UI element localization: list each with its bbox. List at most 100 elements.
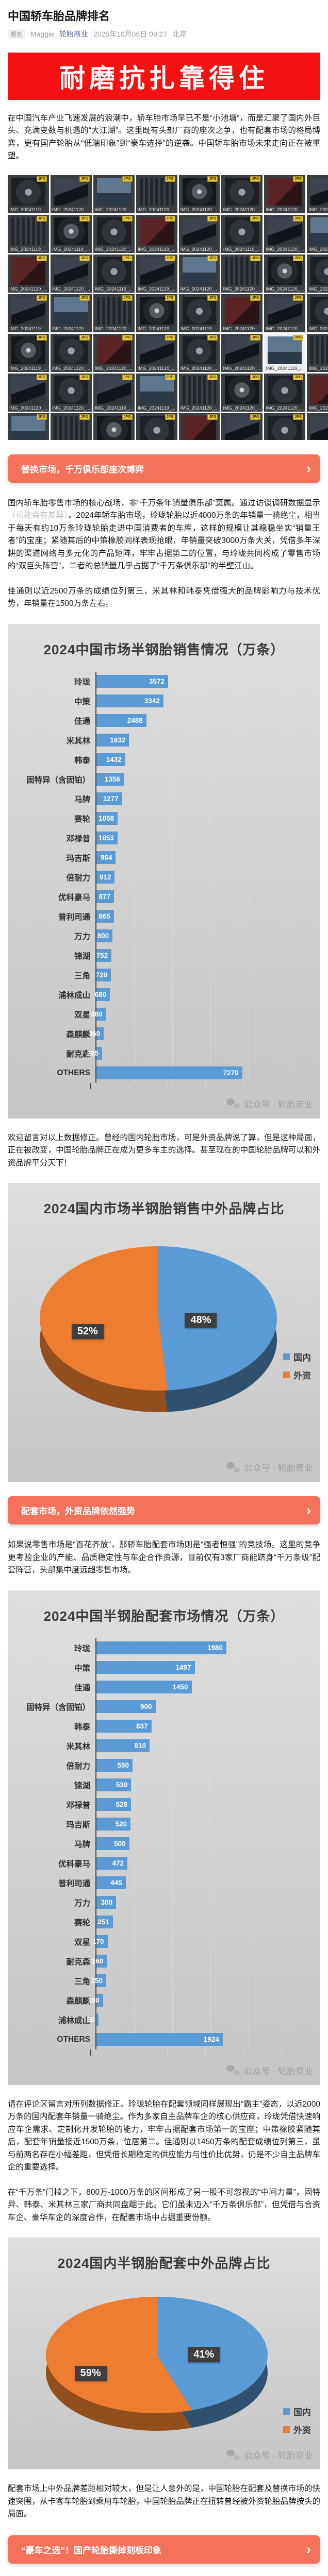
x-axis <box>90 1082 313 1089</box>
bar-category-label: 倍耐力 <box>66 1761 90 1771</box>
file-name: IMG_20241120_... <box>137 326 176 331</box>
bar-chart-retail-bars: 玲珑 3572 中策 3342 佳通 2488 米其林 1632 韩泰 1432 固特异（含固铂） 1… <box>15 671 313 1083</box>
pie-chart-oe-share: 2024国内半钢胎配套中外品牌占比 41% 59% 国内 外资 公众号 · 轮胎商… <box>8 2238 320 2470</box>
bar-value-label: 160 <box>91 1957 104 1965</box>
s2-paragraph-1: 如果说零售市场是“百花齐放”，那轿车胎配套市场则是“强者恒强”的竞技场。这里的竞… <box>8 1540 320 1575</box>
bar: 912 <box>96 871 115 884</box>
bar: 528 <box>96 1798 132 1811</box>
account-link[interactable]: 轮胎商业 <box>59 30 88 38</box>
bar-value-label: 1432 <box>106 756 122 764</box>
bar-category-label: 中策 <box>74 1664 90 1673</box>
thumbnail-image: JPG <box>54 374 90 404</box>
file-name: IMG_20241119_... <box>180 326 219 331</box>
legend-item: 国内 <box>283 1350 311 1363</box>
thumbnail-image: JPG <box>182 176 218 206</box>
file-name: IMG_20241119_... <box>308 365 328 371</box>
bar-category-label: 浦林成山 <box>58 2016 90 2025</box>
file-name: IMG_20241120_... <box>223 207 261 212</box>
bar-row: 耐克森 285 <box>15 1043 313 1063</box>
bar-value-label: 445 <box>110 1879 122 1887</box>
file-name: IMG_20241119_... <box>308 286 328 292</box>
thumbnail-image: JPG <box>225 295 261 325</box>
bar: 837 <box>96 1720 152 1733</box>
bar-value-label: 1924 <box>203 2036 219 2044</box>
thumbnail-image: JPG <box>182 295 218 325</box>
section-header-oe-market[interactable]: 配套市场，外资品牌依然强势 › <box>8 1496 320 1525</box>
jpg-badge: JPG <box>250 255 261 262</box>
thumbnail-image: JPG <box>268 374 304 404</box>
file-name: IMG_20241119_... <box>9 326 47 331</box>
jpg-badge: JPG <box>250 374 261 381</box>
wechat-icon <box>226 1098 240 1109</box>
file-thumb: JPGIMG_20241120_... <box>307 214 328 253</box>
bar: 1053 <box>96 832 118 845</box>
bar-value-label: 1980 <box>207 1644 223 1652</box>
bar-row: 双星 170 <box>15 1931 313 1952</box>
thumbnail-image: JPG <box>96 374 133 404</box>
bar-category-label: 邓禄普 <box>66 834 90 843</box>
bar: 1058 <box>96 812 118 825</box>
bar-category-label: 倍耐力 <box>66 873 90 883</box>
thumbnail-image: JPG <box>225 374 261 404</box>
bar-row: 倍耐力 550 <box>15 1755 313 1775</box>
thumbnail-image: JPG <box>182 334 218 364</box>
jpg-badge: JPG <box>122 176 133 182</box>
bar-row: 韩泰 837 <box>15 1716 313 1736</box>
bar: 472 <box>96 1857 128 1870</box>
pie-stage: 48% 52% 国内 外资 <box>15 1231 313 1452</box>
wechat-icon <box>226 1462 240 1472</box>
bar-value-label: 810 <box>134 1742 146 1750</box>
bar-value-label: 520 <box>115 1820 127 1828</box>
jpg-badge: JPG <box>207 176 218 182</box>
s2-paragraph-3: 在“千万条”门槛之下，800万-1000万条的区间形成了另一股不可忽视的“中间力… <box>8 2188 320 2222</box>
section-header-luxury-choice[interactable]: “豪车之选”！国产轮胎撕掉刻板印象 › <box>8 2535 320 2564</box>
bar-category-label: 米其林 <box>66 736 90 745</box>
thumbnail-image: JPG <box>310 217 328 245</box>
thumbnail-image: JPG <box>11 215 47 245</box>
file-name: IMG_20241120_... <box>137 365 176 371</box>
watermark: 公众号 · 轮胎商业 <box>15 1461 313 1473</box>
bar-value-label: 964 <box>100 854 112 862</box>
file-name: IMG_20241120_... <box>9 405 47 411</box>
bar-category-label: OTHERS <box>57 2035 90 2044</box>
bar: 1277 <box>96 792 122 806</box>
bar: 1980 <box>96 1641 226 1655</box>
bar: 530 <box>96 1778 132 1792</box>
bar: 1924 <box>96 2033 223 2046</box>
file-name: IMG_20241119_... <box>52 246 90 252</box>
file-thumb: JPGIMG_20241119_... <box>307 254 328 293</box>
section-header-replacement-market[interactable]: 替换市场，千万俱乐部座次博弈 › <box>8 454 320 483</box>
bar: 30 <box>87 2013 99 2027</box>
thumbnail-image: JPG <box>11 176 47 206</box>
file-name: IMG_20241120_... <box>52 405 90 411</box>
file-thumb: JPGIMG_20241119_... <box>307 373 328 412</box>
jpg-badge: JPG <box>122 255 133 262</box>
thumbnail-image: JPG <box>54 295 90 325</box>
jpg-badge: JPG <box>36 255 47 262</box>
thumbnail-image: JPG <box>54 176 90 206</box>
thumbnail-image: JPG <box>225 255 261 285</box>
bar-row: 邓禄普 1053 <box>15 828 313 848</box>
file-name: IMG_20241120_... <box>223 286 261 292</box>
file-name: IMG_20241119_... <box>308 207 328 212</box>
bar-category-label: 玛吉斯 <box>66 1820 90 1829</box>
pie-label-domestic: 41% <box>188 2347 220 2363</box>
bar-row: 玛吉斯 520 <box>15 1814 313 1834</box>
bar-row: 优科豪马 877 <box>15 887 313 907</box>
file-name: IMG_20241120_... <box>266 286 304 292</box>
file-name: IMG_20241120_... <box>223 405 261 411</box>
bar-value-label: 912 <box>99 873 111 882</box>
file-name: IMG_20241119_... <box>9 246 47 252</box>
file-name: IMG_20241120_... <box>52 365 90 371</box>
bar: 3342 <box>96 694 163 708</box>
bar-category-label: 优科豪马 <box>58 893 90 902</box>
